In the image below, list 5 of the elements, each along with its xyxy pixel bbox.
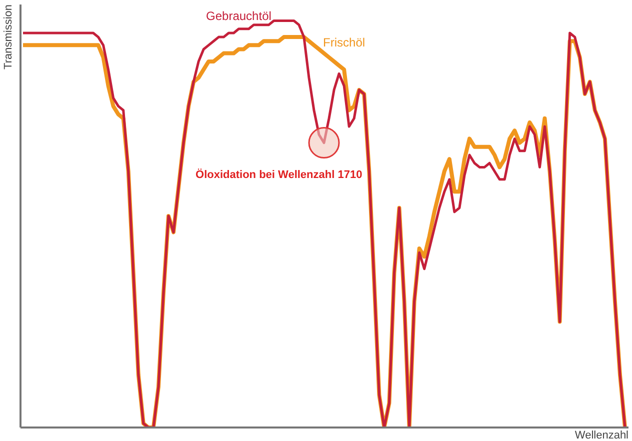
series-label: Frischöl: [323, 36, 366, 50]
y-axis-title: Transmission: [2, 4, 14, 70]
series-label: Gebrauchtöl: [206, 8, 272, 23]
x-axis-title: Wellenzahl: [574, 430, 629, 441]
annotation: Öloxidation bei Wellenzahl 1710: [196, 168, 362, 181]
